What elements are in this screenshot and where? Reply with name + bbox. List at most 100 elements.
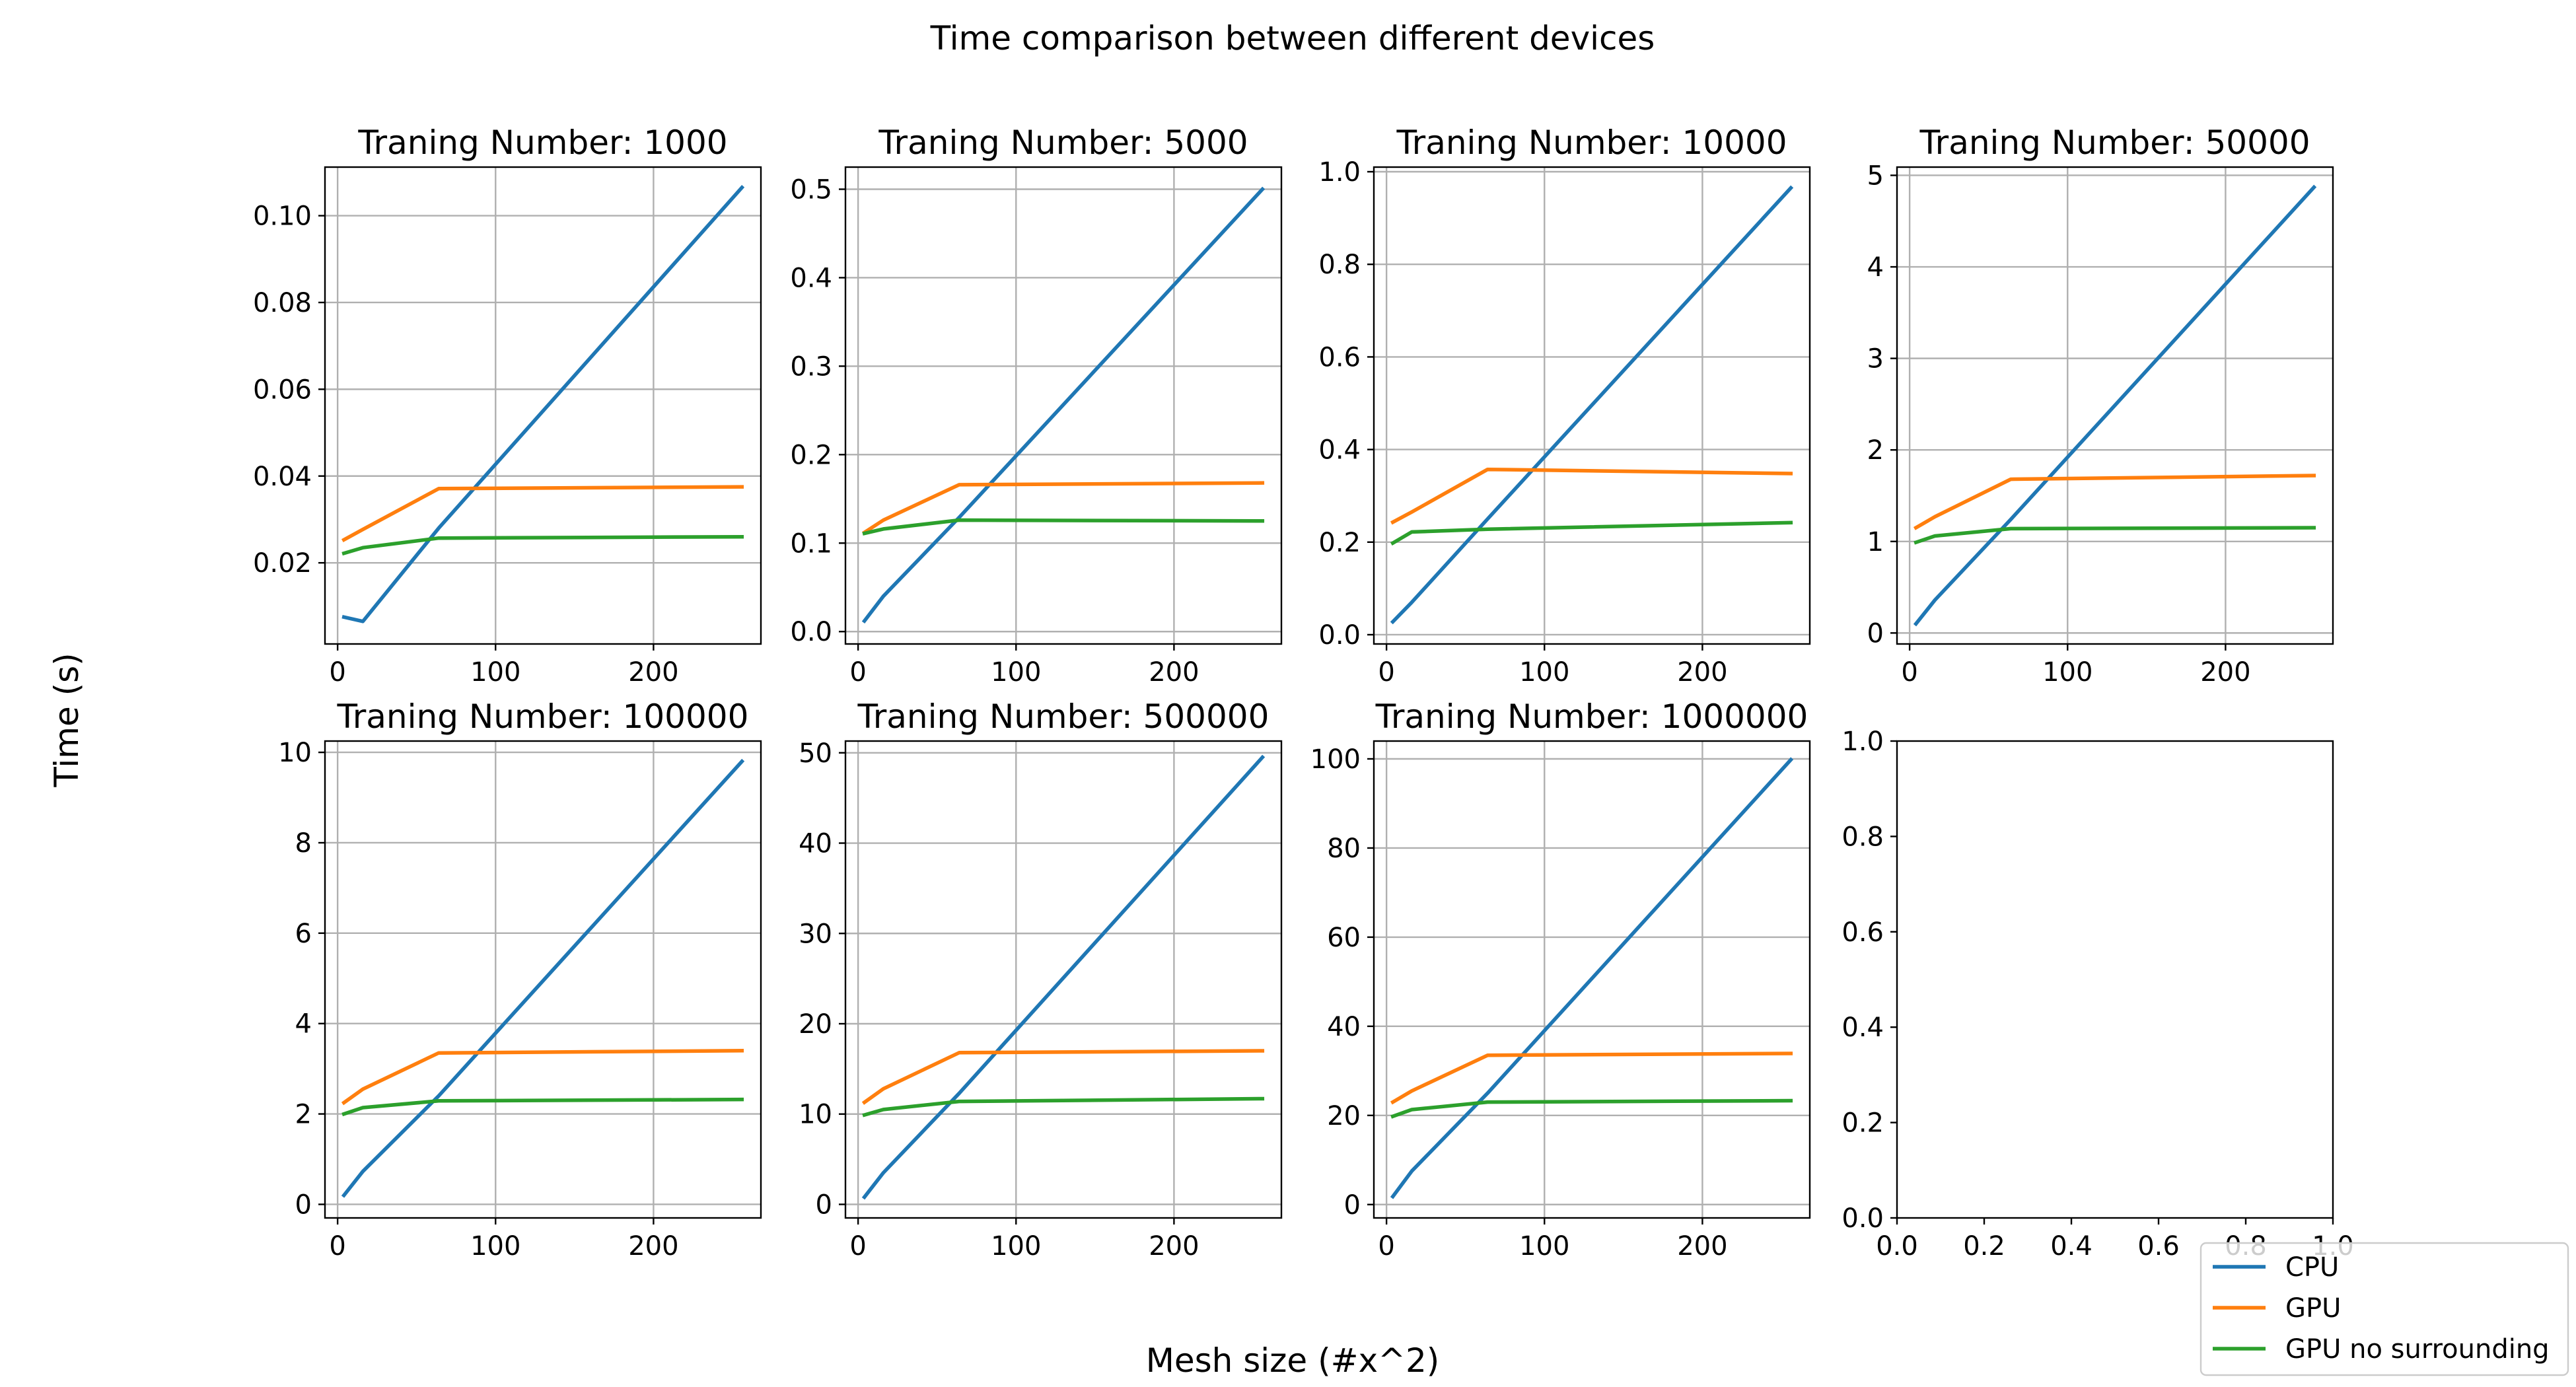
subplot-title: Traning Number: 10000 <box>1396 124 1787 162</box>
y-tick-label: 0.08 <box>253 288 312 318</box>
y-tick-label: 20 <box>799 1009 832 1040</box>
series-line-gpu-no-surrounding <box>862 518 1265 536</box>
x-tick-label: 100 <box>1519 657 1569 688</box>
subplot-title: Traning Number: 5000 <box>878 124 1248 162</box>
y-tick-label: 80 <box>1327 834 1361 864</box>
y-tick-label: 60 <box>1327 923 1361 953</box>
x-tick-label: 200 <box>628 657 678 688</box>
x-tick-label: 0 <box>329 657 345 688</box>
series-line-cpu <box>861 186 1266 624</box>
series-line-cpu <box>1390 757 1794 1199</box>
x-tick-label: 0 <box>1378 657 1394 688</box>
subplot-1: 0 100 200 0.02 0.04 0.06 0.08 0.10 Traning Numbe… <box>253 124 762 688</box>
y-tick-label: 30 <box>799 919 832 949</box>
subplot-title: Traning Number: 100000 <box>337 697 749 736</box>
y-tick-label: 10 <box>278 738 312 768</box>
y-tick-label: 0.3 <box>790 351 832 382</box>
x-tick-label: 0.6 <box>2137 1231 2180 1262</box>
legend-label: GPU <box>2285 1293 2341 1324</box>
axes-frame <box>844 740 1283 1219</box>
y-tick-label: 3 <box>1867 344 1884 374</box>
legend-label: GPU no surrounding <box>2285 1334 2550 1365</box>
x-axis-label: Mesh size (#x^2) <box>1146 1341 1440 1380</box>
axes-frame <box>324 166 762 645</box>
subplot-3: 0 100 200 0.0 0.2 0.4 0.6 0.8 1.0 Traning Number:… <box>1318 124 1811 688</box>
axes-frame <box>844 166 1283 645</box>
x-tick-label: 100 <box>991 1231 1041 1262</box>
x-tick-label: 200 <box>1149 1231 1199 1262</box>
axes-frame <box>1373 740 1811 1219</box>
series-line-gpu <box>861 1049 1265 1105</box>
y-tick-label: 0.0 <box>790 617 832 647</box>
series-line-gpu-no-surrounding <box>1914 526 2316 545</box>
y-tick-label: 0 <box>295 1190 312 1220</box>
y-tick-label: 5 <box>1867 160 1884 191</box>
series-line-cpu <box>341 758 745 1198</box>
subplot-4: 0 100 200 0 1 2 3 4 5 Traning Number: 50000 <box>1867 124 2334 688</box>
x-tick-label: 200 <box>1677 657 1727 688</box>
series-line-gpu-no-surrounding <box>1390 1098 1793 1119</box>
series-line-gpu <box>341 1049 744 1106</box>
y-tick-label: 4 <box>1867 252 1884 283</box>
subplot-title: Traning Number: 1000 <box>357 124 727 162</box>
x-tick-label: 100 <box>991 657 1041 688</box>
y-tick-label: 10 <box>799 1100 832 1130</box>
legend: CPU GPU GPU no surrounding <box>2200 1242 2569 1376</box>
subplot-title: Traning Number: 1000000 <box>1375 697 1808 736</box>
x-tick-label: 0 <box>849 1231 866 1262</box>
series-line-gpu <box>1390 467 1793 525</box>
y-tick-label: 0.2 <box>790 440 832 470</box>
subplot-7: 0 100 200 0 20 40 60 80 100 Traning Number: 10000… <box>1310 697 1811 1262</box>
y-tick-label: 0 <box>1867 618 1884 649</box>
y-tick-label: 0.10 <box>253 201 312 232</box>
x-tick-label: 200 <box>2200 657 2250 688</box>
subplot-8: 0.00.20.40.60.81.00.00.20.40.60.81.0 <box>1842 727 2353 1262</box>
figure-title: Time comparison between different device… <box>930 19 1655 57</box>
series-line-cpu <box>1390 185 1794 625</box>
y-tick-label: 0.0 <box>1842 1203 1884 1234</box>
x-tick-label: 0 <box>1378 1231 1394 1262</box>
y-tick-label: 1 <box>1867 527 1884 557</box>
y-tick-label: 40 <box>1327 1012 1361 1042</box>
y-tick-label: 0.04 <box>253 462 312 492</box>
subplot-5: 0 100 200 0 2 4 6 8 10 Traning Number: 100000 <box>278 697 762 1262</box>
subplot-6: 0 100 200 0 10 20 30 40 50 Traning Number: 500000 <box>799 697 1283 1262</box>
y-tick-label: 0.06 <box>253 374 312 405</box>
y-tick-label: 0.5 <box>790 174 832 205</box>
y-tick-label: 40 <box>799 829 832 859</box>
y-tick-label: 0.02 <box>253 548 312 579</box>
y-tick-label: 0.4 <box>1842 1013 1884 1043</box>
series-line-gpu <box>861 481 1265 536</box>
y-tick-label: 20 <box>1327 1101 1361 1131</box>
x-tick-label: 100 <box>2042 657 2093 688</box>
y-axis-label: Time (s) <box>48 653 86 787</box>
x-tick-label: 200 <box>628 1231 678 1262</box>
series-line-gpu-no-surrounding <box>341 534 744 556</box>
series-line-gpu-no-surrounding <box>1390 520 1793 546</box>
x-tick-label: 0 <box>1901 657 1917 688</box>
y-tick-label: 0.0 <box>1318 620 1361 651</box>
series-line-gpu <box>1913 474 2316 530</box>
y-tick-label: 100 <box>1310 744 1361 775</box>
y-tick-label: 0 <box>816 1190 832 1220</box>
x-tick-label: 100 <box>470 657 520 688</box>
x-tick-label: 0.0 <box>1876 1231 1918 1262</box>
legend-frame <box>2200 1242 2569 1376</box>
y-tick-label: 2 <box>1867 435 1884 466</box>
y-tick-label: 1.0 <box>1842 727 1884 757</box>
plot-area <box>1897 741 2333 1218</box>
axes-frame <box>1896 166 2334 645</box>
subplot-2: 0 100 200 0.0 0.1 0.2 0.3 0.4 0.5 Traning Number:… <box>790 124 1283 688</box>
y-tick-label: 0.1 <box>790 528 832 559</box>
axes-frame <box>1373 166 1811 645</box>
y-tick-label: 8 <box>295 828 312 859</box>
x-tick-label: 0 <box>849 657 866 688</box>
series-line-gpu-no-surrounding <box>862 1096 1265 1118</box>
y-tick-label: 2 <box>295 1100 312 1130</box>
y-tick-label: 0.4 <box>1318 435 1361 466</box>
axes-frame <box>1896 740 2334 1219</box>
legend-label: CPU <box>2285 1252 2339 1283</box>
series-line-cpu <box>861 754 1266 1200</box>
x-tick-label: 100 <box>470 1231 520 1262</box>
